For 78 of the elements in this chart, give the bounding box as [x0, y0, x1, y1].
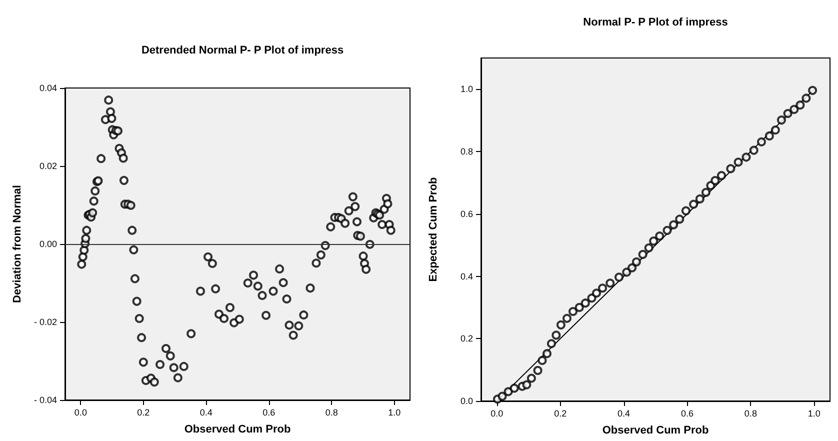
x-axis-title: Observed Cum Prob: [184, 424, 291, 436]
point: [770, 126, 780, 135]
point: [655, 232, 664, 241]
point: [790, 104, 799, 114]
point: [574, 302, 584, 312]
point: [552, 330, 561, 340]
y-tick-label: 0.4: [460, 271, 473, 282]
x-tick-label: 1.0: [388, 408, 401, 418]
point: [701, 188, 710, 197]
x-tick-label: 0.4: [618, 408, 630, 418]
point: [776, 116, 786, 125]
point: [628, 263, 637, 272]
point: [562, 314, 572, 323]
point: [622, 268, 632, 277]
y-axis-title: Deviation from Normal: [12, 185, 24, 303]
point: [802, 94, 811, 103]
point: [526, 374, 536, 383]
point: [796, 100, 805, 110]
y-tick-label: 0.8: [460, 146, 473, 157]
y-tick-label: 0.2: [460, 334, 473, 344]
y-tick-label: 0.02: [39, 161, 57, 171]
point: [606, 278, 615, 288]
point: [638, 250, 648, 259]
point: [808, 86, 818, 95]
point: [783, 109, 792, 118]
y-tick-label: 0.00: [39, 239, 57, 249]
point: [689, 200, 698, 209]
point: [756, 137, 766, 146]
x-tick-label: 0.0: [490, 408, 504, 418]
point: [632, 257, 641, 266]
point: [533, 366, 542, 375]
point: [681, 206, 690, 216]
point: [546, 339, 556, 348]
point: [587, 294, 596, 303]
point: [644, 243, 654, 252]
point: [498, 392, 507, 401]
point: [580, 298, 590, 308]
chart-title: Detrended Normal P- P Plot of impress: [141, 44, 344, 56]
x-tick-label: 0.8: [744, 408, 757, 418]
point: [734, 158, 743, 167]
y-tick-label: 1.0: [460, 84, 473, 94]
point: [710, 176, 720, 186]
y-tick-label: - 0.02: [34, 317, 57, 327]
chart-title: Normal P- P Plot of impress: [583, 16, 728, 28]
x-axis-title: Observed Cum Prob: [602, 424, 709, 436]
y-tick-label: 0.6: [460, 208, 473, 219]
point: [742, 152, 751, 162]
point: [726, 164, 736, 174]
x-tick-label: 0.2: [137, 408, 150, 418]
x-tick-label: 0.4: [200, 408, 212, 418]
point: [522, 380, 532, 390]
y-tick-label: 0.04: [39, 83, 57, 93]
point: [510, 384, 519, 393]
point: [592, 288, 601, 298]
point: [695, 194, 704, 204]
point: [568, 307, 578, 316]
point: [649, 236, 658, 246]
point: [749, 146, 758, 155]
y-tick-label: - 0.04: [34, 395, 57, 405]
y-axis-title: Expected Cum Prob: [428, 176, 440, 282]
point: [598, 284, 608, 293]
point: [504, 387, 513, 396]
x-tick-label: 0.6: [680, 408, 694, 418]
point: [556, 320, 566, 330]
point: [662, 226, 672, 235]
point: [717, 171, 726, 180]
point: [538, 356, 547, 365]
x-tick-label: 0.2: [554, 408, 567, 418]
point: [542, 349, 552, 358]
x-tick-label: 0.0: [74, 408, 87, 418]
point: [614, 272, 624, 282]
point: [675, 214, 684, 224]
point: [764, 131, 774, 140]
y-tick-label: 0.0: [460, 396, 473, 406]
point: [669, 220, 678, 230]
x-tick-label: 1.0: [808, 408, 820, 418]
x-tick-label: 0.6: [262, 408, 276, 418]
x-tick-label: 0.8: [325, 408, 338, 418]
